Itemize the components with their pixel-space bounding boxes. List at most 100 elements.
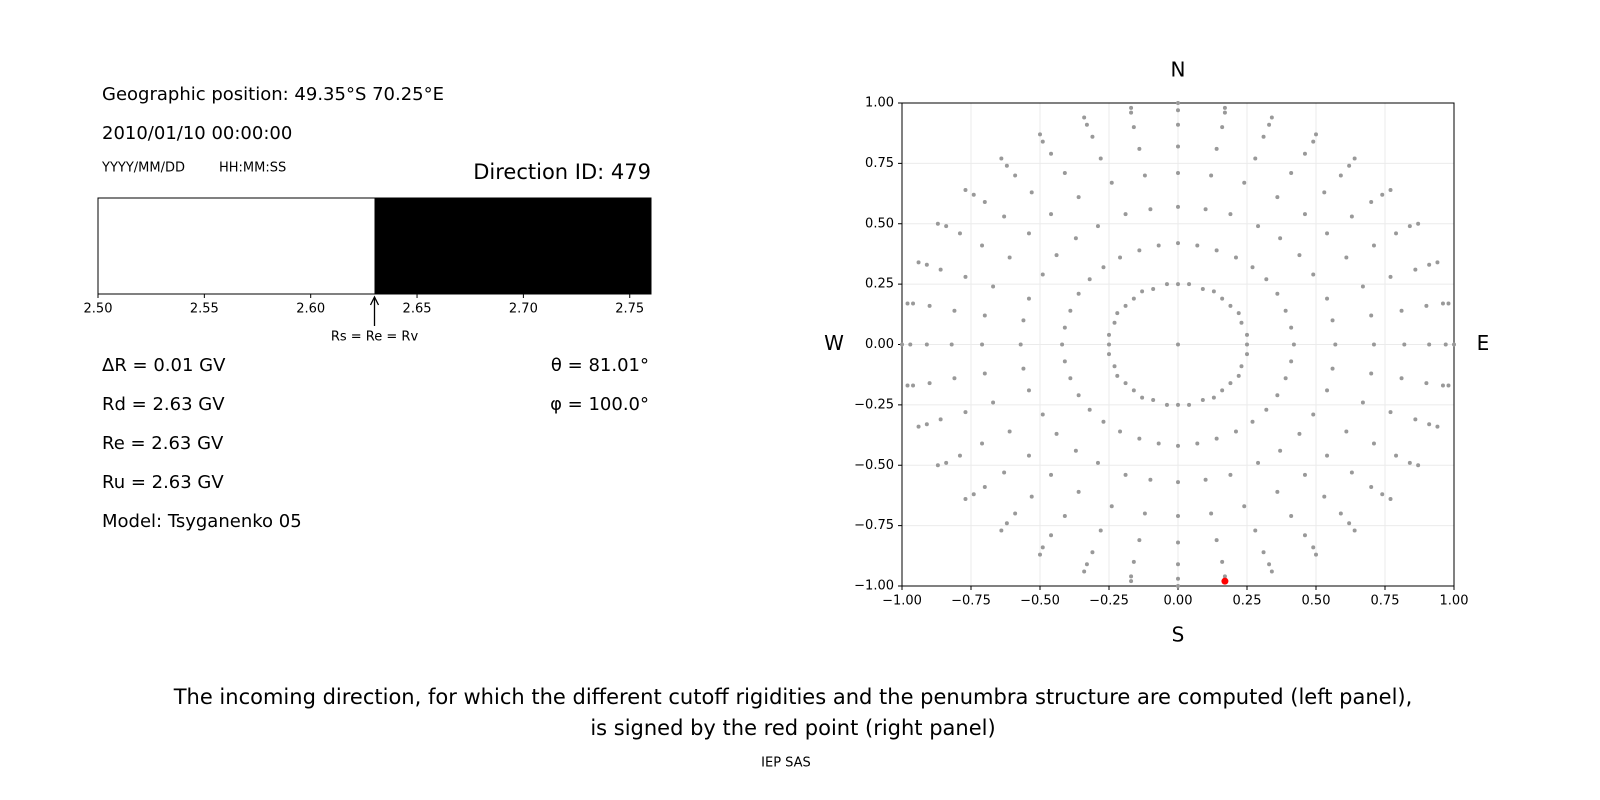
direction-point bbox=[1004, 521, 1009, 526]
x-tick-label: 2.60 bbox=[296, 302, 325, 317]
penumbra-segment bbox=[98, 198, 375, 294]
x-tick-label: 1.00 bbox=[1440, 594, 1469, 609]
direction-point bbox=[1250, 419, 1255, 424]
direction-point bbox=[1261, 550, 1266, 555]
direction-point bbox=[1129, 579, 1134, 584]
direction-point bbox=[1176, 241, 1180, 246]
direction-point bbox=[1007, 255, 1012, 260]
direction-point bbox=[1245, 352, 1249, 357]
direction-point bbox=[1076, 291, 1081, 296]
direction-point bbox=[908, 342, 913, 347]
direction-point bbox=[982, 484, 987, 489]
direction-point bbox=[1302, 212, 1307, 217]
direction-point bbox=[1164, 282, 1169, 287]
direction-point bbox=[1073, 236, 1078, 241]
direction-point bbox=[1112, 320, 1117, 325]
direction-point bbox=[1073, 448, 1078, 453]
x-tick-label: 2.65 bbox=[403, 302, 432, 317]
direction-point bbox=[1416, 463, 1421, 468]
direction-point bbox=[1131, 296, 1136, 301]
direction-point bbox=[1399, 308, 1404, 313]
compass-w: W bbox=[824, 331, 844, 355]
direction-point bbox=[1176, 122, 1180, 127]
annotation-label: Rs = Re = Rv bbox=[331, 330, 419, 345]
selected-point bbox=[1221, 577, 1229, 585]
direction-point bbox=[1176, 513, 1180, 518]
direction-point bbox=[1267, 122, 1272, 127]
direction-point bbox=[1209, 173, 1214, 178]
direction-point bbox=[1349, 214, 1354, 219]
direction-point bbox=[1195, 441, 1200, 446]
direction-point bbox=[1176, 480, 1180, 485]
direction-point bbox=[1369, 371, 1374, 376]
direction-point bbox=[1013, 173, 1018, 178]
x-tick-label: −0.75 bbox=[951, 594, 991, 609]
compass-s: S bbox=[1172, 623, 1185, 647]
direction-point bbox=[1040, 139, 1045, 144]
direction-point bbox=[1220, 388, 1225, 393]
direction-point bbox=[1062, 359, 1067, 364]
direction-point bbox=[1347, 163, 1352, 168]
direction-point bbox=[1278, 448, 1283, 453]
direction-point bbox=[1369, 484, 1374, 489]
direction-point bbox=[1090, 134, 1095, 139]
x-tick-label: 0.50 bbox=[1302, 594, 1331, 609]
direction-point bbox=[1399, 376, 1404, 381]
direction-point bbox=[1394, 231, 1399, 236]
direction-point bbox=[1076, 489, 1081, 494]
direction-point bbox=[1388, 497, 1393, 502]
direction-point bbox=[900, 342, 904, 347]
direction-point bbox=[1049, 533, 1054, 538]
direction-point bbox=[1311, 545, 1316, 550]
direction-point bbox=[1203, 477, 1208, 482]
direction-point bbox=[1349, 470, 1354, 475]
direction-point bbox=[1256, 224, 1261, 229]
direction-point bbox=[1228, 303, 1233, 308]
direction-point bbox=[1245, 342, 1249, 347]
direction-point bbox=[1098, 528, 1103, 533]
direction-point bbox=[905, 301, 910, 306]
direction-point bbox=[927, 303, 932, 308]
direction-point bbox=[1214, 248, 1219, 253]
direction-point bbox=[971, 492, 976, 497]
direction-point bbox=[1388, 274, 1393, 279]
direction-point bbox=[1176, 402, 1180, 407]
direction-point bbox=[1054, 431, 1059, 436]
y-tick-label: −1.00 bbox=[854, 579, 894, 594]
direction-point bbox=[1416, 221, 1421, 226]
direction-point bbox=[1446, 383, 1451, 388]
direction-point bbox=[1380, 192, 1385, 197]
direction-point bbox=[1082, 569, 1087, 574]
direction-point bbox=[1151, 398, 1156, 403]
direction-point bbox=[1087, 277, 1092, 282]
direction-point bbox=[1029, 494, 1034, 499]
footer: IEP SAS bbox=[761, 756, 811, 771]
direction-point bbox=[1176, 144, 1180, 149]
direction-point bbox=[1242, 504, 1247, 509]
direction-point bbox=[1176, 584, 1180, 588]
info-left: Ru = 2.63 GV bbox=[102, 472, 224, 493]
direction-point bbox=[1176, 204, 1180, 209]
direction-point bbox=[963, 410, 968, 415]
direction-point bbox=[991, 400, 996, 405]
direction-point bbox=[1214, 538, 1219, 543]
direction-point bbox=[1214, 146, 1219, 151]
direction-point bbox=[1371, 441, 1376, 446]
direction-point bbox=[1137, 538, 1142, 543]
direction-point bbox=[1269, 115, 1274, 120]
y-tick-label: 1.00 bbox=[865, 96, 894, 111]
direction-point bbox=[1394, 453, 1399, 458]
direction-point bbox=[1220, 125, 1225, 130]
direction-point bbox=[944, 224, 949, 229]
direction-point bbox=[1275, 489, 1280, 494]
direction-point bbox=[938, 267, 943, 272]
direction-point bbox=[1424, 381, 1429, 386]
direction-point bbox=[1054, 253, 1059, 258]
direction-point bbox=[1222, 110, 1227, 115]
direction-point bbox=[1098, 156, 1103, 161]
direction-point bbox=[1427, 342, 1432, 347]
direction-point bbox=[1275, 195, 1280, 200]
direction-point bbox=[1026, 296, 1031, 301]
direction-point bbox=[1289, 325, 1294, 330]
